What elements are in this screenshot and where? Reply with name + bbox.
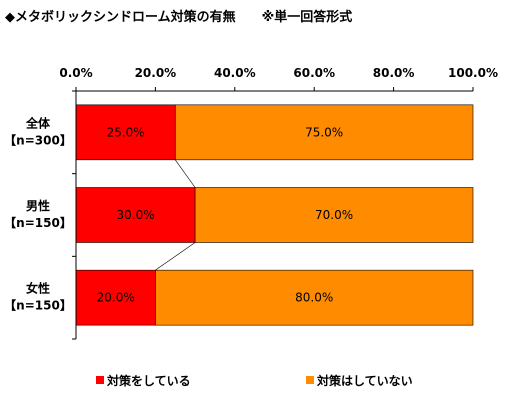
legend-label-1: 対策をしている [106, 373, 191, 388]
bar-segment-2 [174, 104, 474, 161]
series-line [175, 159, 196, 188]
category-n-label: 【n=150】 [4, 298, 72, 313]
category-label: 男性 [26, 198, 50, 213]
chart-title: ◆メタボリックシンドローム対策の有無 ※単一回答形式 [5, 10, 353, 25]
data-label: 20.0% [97, 291, 135, 305]
category-n-label: 【n=150】 [4, 215, 72, 230]
x-tick-label: 80.0% [373, 66, 415, 80]
x-tick-label: 60.0% [293, 66, 335, 80]
data-label: 25.0% [107, 125, 145, 139]
series-line [155, 242, 196, 271]
legend-label-2: 対策はしていない [316, 373, 413, 388]
bar-segment-2 [194, 187, 474, 243]
x-tick-label: 100.0% [448, 66, 498, 80]
legend-swatch-2 [306, 376, 314, 384]
bar-segment-1 [75, 269, 156, 326]
x-tick-label: 0.0% [59, 66, 92, 80]
category-n-label: 【n=300】 [4, 132, 72, 147]
data-label: 70.0% [315, 208, 353, 222]
legend-swatch-1 [96, 376, 104, 384]
category-label: 女性 [26, 281, 50, 296]
data-label: 75.0% [305, 125, 343, 139]
data-label: 30.0% [116, 208, 154, 222]
category-label: 全体 [25, 115, 51, 130]
x-tick-label: 20.0% [135, 66, 177, 80]
bar-segment-2 [155, 269, 474, 326]
x-tick-label: 40.0% [214, 66, 256, 80]
data-label: 80.0% [295, 291, 333, 305]
